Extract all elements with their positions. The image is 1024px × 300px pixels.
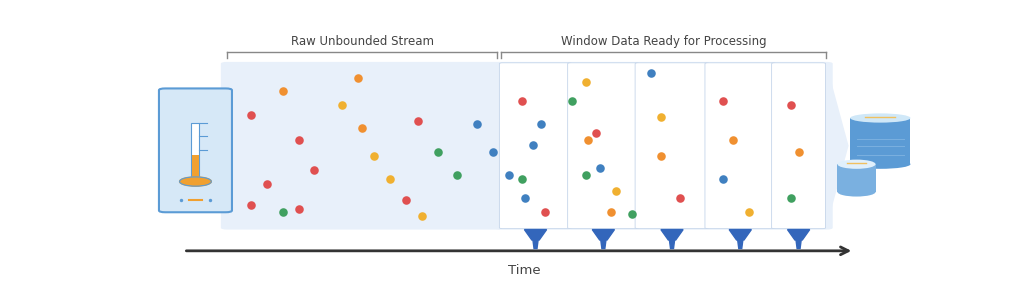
Point	[608, 188, 625, 193]
Point	[397, 198, 414, 203]
Point	[274, 209, 291, 214]
Point	[485, 149, 502, 154]
Point	[782, 103, 799, 108]
Point	[715, 177, 731, 182]
Point	[414, 214, 430, 219]
Polygon shape	[826, 64, 849, 228]
Point	[501, 172, 517, 177]
Polygon shape	[532, 240, 538, 248]
Point	[715, 98, 731, 103]
Point	[791, 149, 807, 154]
Point	[514, 98, 530, 103]
Point	[578, 172, 594, 177]
Point	[672, 195, 688, 200]
Polygon shape	[787, 230, 810, 240]
FancyBboxPatch shape	[159, 88, 232, 212]
Ellipse shape	[838, 160, 876, 169]
Point	[410, 119, 426, 124]
Point	[532, 122, 549, 126]
Point	[516, 195, 532, 200]
Point	[653, 154, 670, 158]
Circle shape	[179, 177, 211, 186]
Point	[259, 182, 275, 186]
Point	[173, 198, 189, 203]
Point	[450, 172, 466, 177]
Point	[537, 209, 553, 214]
Point	[643, 70, 659, 75]
Point	[243, 202, 259, 207]
Point	[524, 142, 541, 147]
FancyBboxPatch shape	[772, 63, 825, 229]
Point	[291, 207, 307, 212]
Point	[469, 122, 485, 126]
Bar	[850, 118, 910, 164]
FancyBboxPatch shape	[221, 62, 504, 230]
Point	[350, 75, 367, 80]
Point	[653, 114, 670, 119]
Ellipse shape	[838, 187, 876, 196]
Polygon shape	[601, 240, 606, 248]
Text: Window Data Ready for Processing: Window Data Ready for Processing	[561, 34, 767, 47]
Point	[564, 98, 581, 103]
Point	[354, 126, 371, 131]
Point	[291, 137, 307, 142]
Ellipse shape	[850, 113, 910, 123]
Point	[740, 209, 757, 214]
Point	[580, 137, 596, 142]
Text: Raw Unbounded Stream: Raw Unbounded Stream	[291, 34, 433, 47]
Point	[274, 89, 291, 94]
Point	[202, 198, 218, 203]
Point	[382, 177, 398, 182]
Polygon shape	[729, 230, 752, 240]
Point	[306, 168, 323, 172]
FancyBboxPatch shape	[495, 62, 833, 230]
Point	[243, 112, 259, 117]
Bar	[191, 123, 200, 185]
Text: Time: Time	[509, 263, 541, 277]
Bar	[193, 155, 199, 178]
Point	[429, 149, 445, 154]
Point	[725, 137, 741, 142]
FancyBboxPatch shape	[567, 63, 639, 229]
Point	[592, 165, 608, 170]
Polygon shape	[524, 230, 547, 240]
Point	[782, 195, 799, 200]
Polygon shape	[796, 240, 801, 248]
Bar	[838, 164, 876, 192]
FancyBboxPatch shape	[705, 63, 775, 229]
Polygon shape	[660, 230, 683, 240]
Point	[366, 154, 382, 158]
Point	[514, 177, 530, 182]
FancyBboxPatch shape	[635, 63, 709, 229]
Polygon shape	[592, 230, 614, 240]
Point	[334, 103, 350, 108]
Ellipse shape	[850, 160, 910, 169]
FancyBboxPatch shape	[500, 63, 571, 229]
Point	[624, 212, 640, 216]
Point	[602, 209, 618, 214]
Polygon shape	[670, 240, 675, 248]
Point	[578, 80, 594, 85]
Point	[588, 130, 604, 135]
Polygon shape	[737, 240, 742, 248]
